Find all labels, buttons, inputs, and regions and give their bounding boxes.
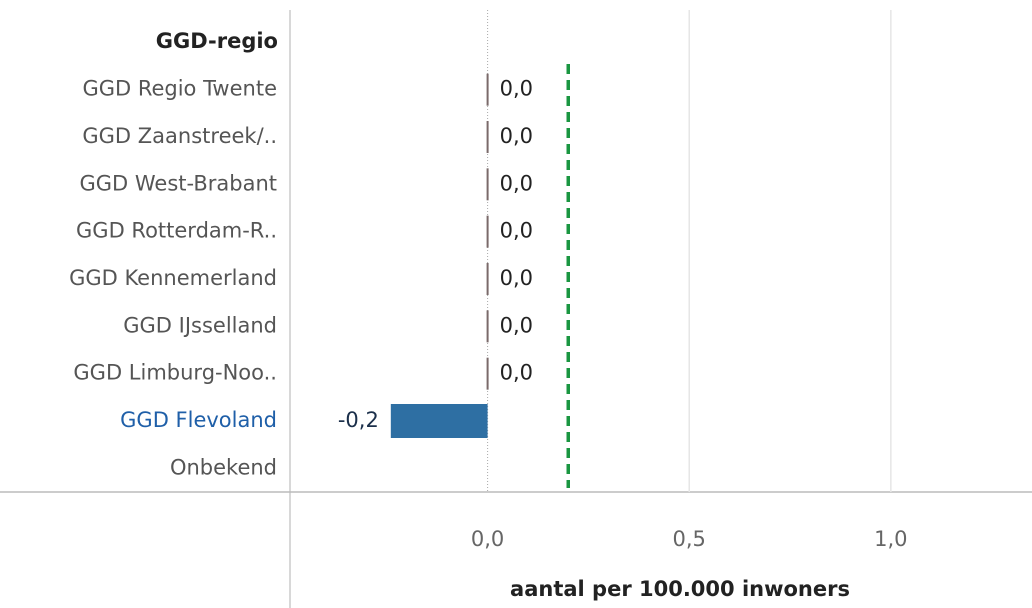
y-tick-label: GGD West-Brabant xyxy=(79,171,277,195)
y-tick-label: GGD Zaanstreek/.. xyxy=(82,124,277,148)
bar xyxy=(486,73,489,106)
x-tick-label: 0,0 xyxy=(471,527,504,551)
y-tick-label: GGD Limburg-Noo.. xyxy=(73,361,277,385)
bar xyxy=(390,404,488,438)
x-tick-label: 1,0 xyxy=(874,527,907,551)
y-tick-label: Onbekend xyxy=(170,455,277,479)
value-label: 0,0 xyxy=(500,219,533,243)
bar xyxy=(486,310,489,343)
y-tick-label: GGD Flevoland xyxy=(120,408,277,432)
y-tick-label: GGD Regio Twente xyxy=(82,77,277,101)
value-label: 0,0 xyxy=(500,266,533,290)
value-label: 0,0 xyxy=(500,77,533,101)
value-label: -0,2 xyxy=(338,408,379,432)
x-axis-title: aantal per 100.000 inwoners xyxy=(510,577,850,601)
bar xyxy=(486,168,489,201)
bar xyxy=(486,121,489,153)
value-label: 0,0 xyxy=(500,124,533,148)
bar xyxy=(486,263,489,295)
value-label: 0,0 xyxy=(500,361,533,385)
bar xyxy=(486,215,489,248)
x-tick-label: 0,5 xyxy=(673,527,706,551)
y-tick-label: GGD Rotterdam-R.. xyxy=(76,219,277,243)
value-label: 0,0 xyxy=(500,171,533,195)
value-label: 0,0 xyxy=(500,313,533,337)
y-tick-label: GGD Kennemerland xyxy=(69,266,277,290)
bar xyxy=(486,357,489,390)
y-tick-label: GGD IJsselland xyxy=(123,313,277,337)
category-header: GGD-regio xyxy=(156,29,278,53)
